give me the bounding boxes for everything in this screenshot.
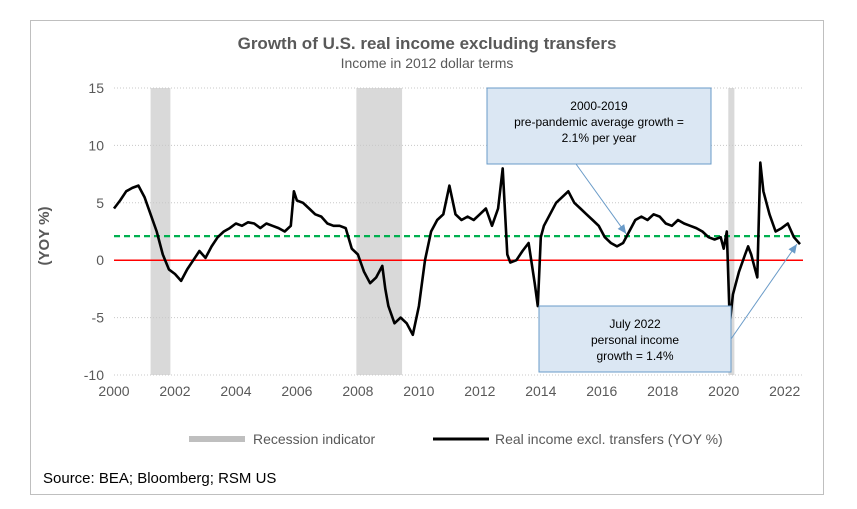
x-tick-label: 2000 — [98, 383, 129, 399]
x-tick-label: 2008 — [342, 383, 373, 399]
x-tick-label: 2012 — [464, 383, 495, 399]
x-tick-label: 2002 — [159, 383, 190, 399]
legend-recession-swatch — [189, 436, 245, 442]
gridlines — [114, 87, 803, 376]
legend-income-label: Real income excl. transfers (YOY %) — [495, 431, 723, 447]
callout-arrow-0 — [575, 163, 627, 235]
y-tick-label: 15 — [88, 80, 104, 96]
callout-text: July 2022 — [609, 317, 661, 331]
legend-recession-label: Recession indicator — [253, 431, 376, 447]
x-tick-label: 2022 — [769, 383, 800, 399]
y-tick-label: 5 — [96, 195, 104, 211]
chart-subtitle: Income in 2012 dollar terms — [341, 55, 514, 71]
recession-band-0 — [150, 88, 171, 375]
x-tick-label: 2016 — [586, 383, 617, 399]
y-tick-label: 10 — [88, 137, 104, 153]
y-tick-label: -5 — [92, 310, 105, 326]
callouts: 2000-2019 pre-pandemic average growth = 2.… — [486, 87, 798, 373]
callout-text: 2.1% per year — [562, 131, 637, 145]
callout-arrowhead-1 — [788, 244, 797, 254]
callout-box-1 — [538, 305, 732, 373]
callout-arrowhead-0 — [617, 224, 627, 234]
x-tick-label: 2018 — [647, 383, 678, 399]
income-series-line — [112, 161, 801, 337]
chart-frame: Growth of U.S. real income excluding tra… — [30, 20, 824, 495]
series-layer — [112, 161, 803, 337]
recession-band-1 — [356, 88, 403, 375]
callout-text: personal income — [591, 333, 679, 347]
x-tick-label: 2006 — [281, 383, 312, 399]
y-tick-label: 0 — [96, 252, 104, 268]
callout-arrow-1 — [730, 243, 798, 340]
source-note: Source: BEA; Bloomberg; RSM US — [43, 470, 276, 487]
y-axis-label: (YOY %) — [36, 207, 53, 266]
chart-title: Growth of U.S. real income excluding tra… — [238, 34, 617, 53]
callout-text: growth = 1.4% — [596, 349, 673, 363]
x-tick-label: 2020 — [708, 383, 739, 399]
recession-bands — [150, 88, 735, 375]
callout-text: pre-pandemic average growth = — [514, 115, 684, 129]
x-tick-label: 2014 — [525, 383, 556, 399]
callout-text: 2000-2019 — [570, 99, 628, 113]
recession-band-2 — [728, 88, 735, 375]
legend: Recession indicator Real income excl. tr… — [189, 431, 723, 447]
x-tick-label: 2004 — [220, 383, 251, 399]
chart-svg: Growth of U.S. real income excluding tra… — [36, 34, 803, 487]
x-tick-label: 2010 — [403, 383, 434, 399]
y-tick-label: -10 — [84, 367, 104, 383]
callout-box-0 — [486, 87, 712, 165]
